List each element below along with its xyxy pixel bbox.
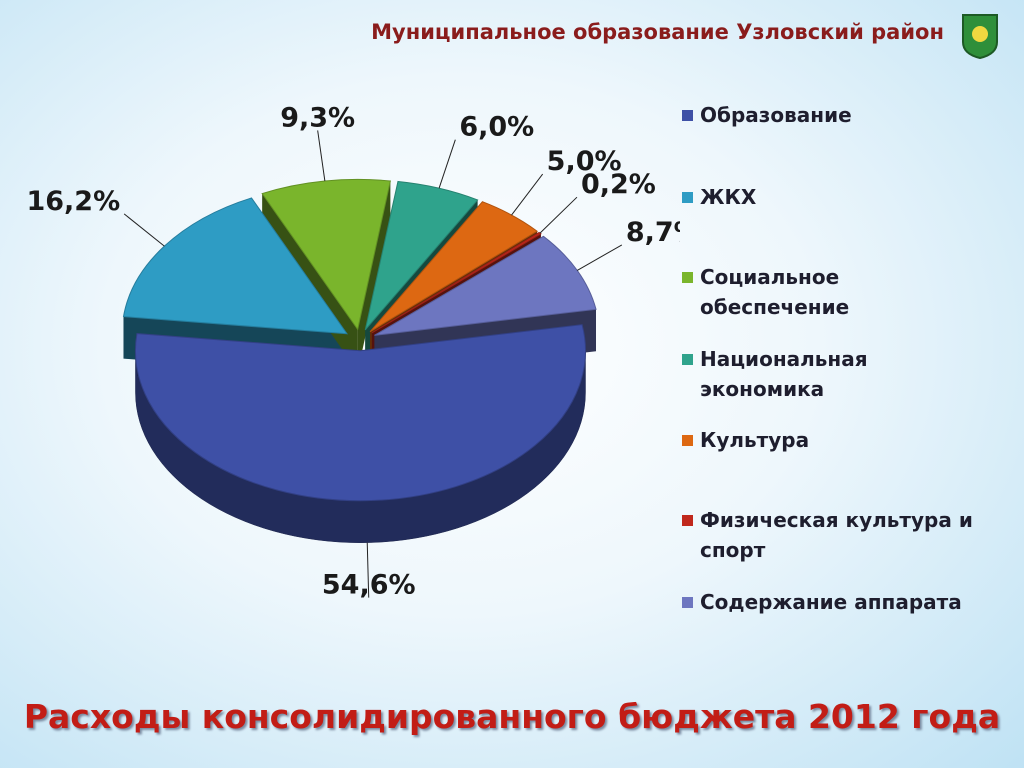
legend-label: ЖКХ xyxy=(700,185,757,209)
legend-label: Социальное обеспечение xyxy=(700,265,850,319)
chart-title: Расходы консолидированного бюджета 2012 … xyxy=(23,697,1001,736)
legend-item: Содержание аппарата xyxy=(680,587,980,617)
legend-item: Национальная экономика xyxy=(680,344,980,404)
legend-item: Культура xyxy=(680,425,980,455)
legend-swatch xyxy=(682,110,693,121)
legend-label: Образование xyxy=(700,103,852,127)
leader-line xyxy=(317,130,326,182)
data-label: 9,3% xyxy=(280,102,355,133)
legend-swatch xyxy=(682,435,693,446)
data-label: 6,0% xyxy=(459,112,534,143)
legend-label: Национальная экономика xyxy=(700,347,868,401)
data-label: 16,2% xyxy=(26,186,120,217)
data-label: 0,2% xyxy=(581,169,656,200)
logo xyxy=(962,14,998,60)
slice xyxy=(122,197,349,335)
slice xyxy=(134,324,586,502)
slice xyxy=(369,201,539,333)
legend-item: Физическая культура и спорт xyxy=(680,505,980,565)
data-label: 54,6% xyxy=(322,570,416,601)
legend-swatch xyxy=(682,192,693,203)
leader-line xyxy=(366,542,370,598)
leader-line xyxy=(539,196,578,234)
legend-item: Образование xyxy=(680,100,980,130)
leader-line xyxy=(438,139,456,189)
legend-swatch xyxy=(682,597,693,608)
legend-label: Содержание аппарата xyxy=(700,590,962,614)
data-label: 8,7% xyxy=(626,217,680,248)
legend-swatch xyxy=(682,515,693,526)
leader-line xyxy=(123,213,165,247)
header: Муниципальное образование Узловский райо… xyxy=(371,20,944,44)
slice xyxy=(364,180,479,331)
leader-line xyxy=(576,244,623,271)
slice xyxy=(371,231,542,334)
legend-item: Социальное обеспечение xyxy=(680,262,980,322)
legend-swatch xyxy=(682,272,693,283)
legend-item: ЖКХ xyxy=(680,182,980,212)
legend-swatch xyxy=(682,354,693,365)
slice xyxy=(261,178,391,331)
slice-edge xyxy=(357,180,391,372)
pie-chart: 54,6% 16,2% 9,3% 6,0% 5,0%0,2% 8,7% xyxy=(26,102,680,601)
legend-label: Физическая культура и спорт xyxy=(700,508,973,562)
data-label: 5,0% xyxy=(547,146,622,177)
leader-line xyxy=(511,173,544,216)
legend-label: Культура xyxy=(700,428,810,452)
